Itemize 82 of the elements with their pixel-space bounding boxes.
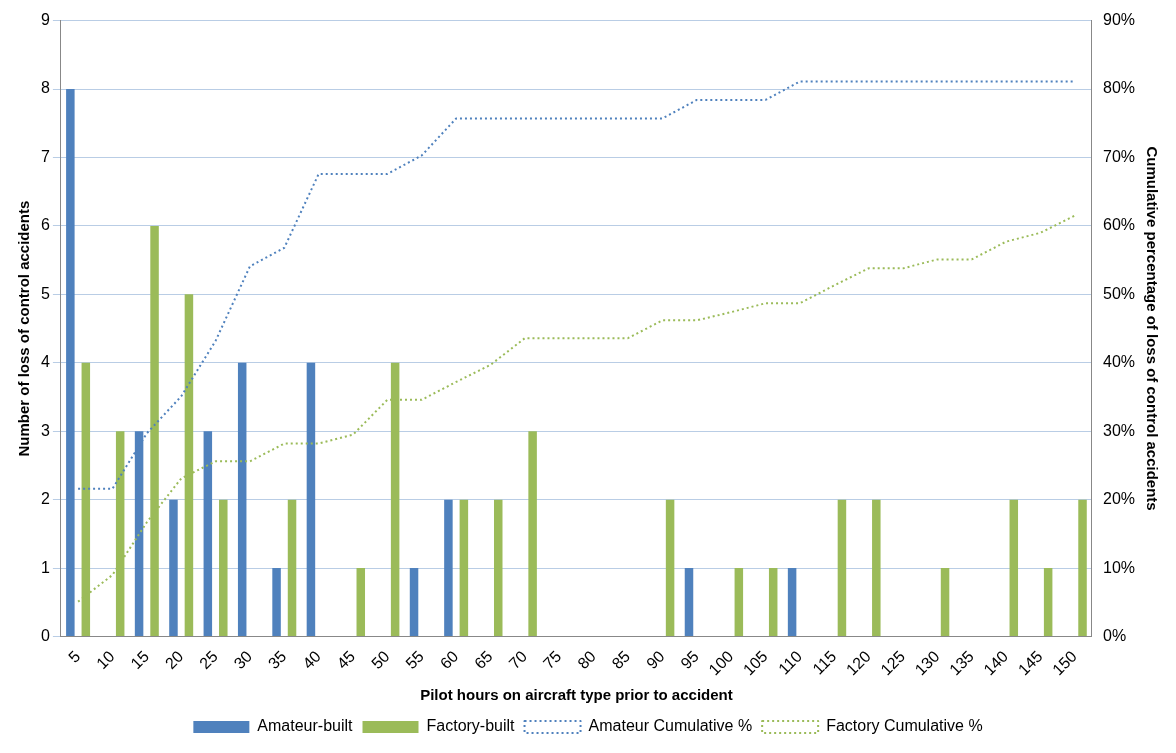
y-tick-label: 5 [40, 284, 50, 302]
x-tick-label: 25 [196, 647, 221, 673]
y2-tick-label: 80% [1102, 79, 1136, 97]
bar [940, 568, 950, 637]
bar [768, 568, 778, 637]
y-tick-label: 7 [40, 147, 50, 165]
bar [237, 362, 247, 637]
x-tick-label: 45 [333, 647, 359, 673]
y-tick-label: 9 [40, 11, 50, 29]
y-tick-label: 0 [40, 626, 50, 644]
x-tick-label: 50 [368, 647, 393, 673]
x-tick-label: 20 [161, 647, 187, 673]
y-tick-label: 2 [40, 490, 50, 508]
bar [837, 499, 847, 637]
legend-label: Factory-built [426, 717, 516, 735]
x-tick-label: 115 [809, 647, 840, 678]
bar [287, 499, 297, 637]
x-tick-label: 145 [1014, 647, 1046, 679]
y2-tick-label: 10% [1102, 558, 1136, 576]
bar [1009, 499, 1019, 637]
x-tick-label: 65 [471, 647, 496, 673]
bar [459, 499, 469, 637]
x-tick-label: 35 [264, 647, 290, 673]
y-axis-title: Number of loss of control accidents [15, 200, 33, 457]
x-tick-label: 130 [911, 647, 943, 679]
bar [665, 499, 675, 637]
x-tick-label: 55 [402, 647, 428, 673]
x-tick-label: 140 [980, 647, 1012, 679]
x-tick-label: 75 [539, 647, 565, 673]
bar [203, 431, 213, 637]
x-tick-label: 5 [65, 647, 84, 666]
x-tick-label: 150 [1049, 647, 1081, 679]
bar [493, 499, 503, 637]
bar [66, 89, 75, 637]
y2-axis-title: Cumulative percentage of loss of control accidents [1143, 146, 1161, 511]
legend-label: Factory Cumulative % [826, 717, 983, 735]
y-tick-label: 3 [40, 421, 50, 439]
y-tick-label: 4 [40, 353, 50, 371]
legend-label: Amateur Cumulative % [588, 717, 753, 735]
x-tick-label: 85 [608, 647, 634, 673]
x-tick-label: 135 [946, 647, 977, 679]
bar [444, 499, 453, 637]
y2-tick-label: 20% [1102, 490, 1136, 508]
y2-tick-label: 60% [1102, 216, 1136, 234]
y-tick-label: 8 [40, 79, 50, 97]
legend-label: Amateur-built [257, 717, 354, 735]
x-axis-title: Pilot hours on aircraft type prior to accident [420, 686, 733, 704]
x-tick-label: 95 [677, 647, 703, 673]
x-tick-label: 40 [299, 647, 324, 673]
x-tick-label: 70 [505, 647, 531, 673]
bar [409, 568, 419, 637]
y2-tick-label: 50% [1102, 284, 1136, 302]
y2-tick-label: 30% [1102, 421, 1136, 439]
x-tick-label: 60 [436, 647, 462, 673]
y-tick-label: 6 [40, 216, 50, 234]
bar [1078, 499, 1087, 637]
y2-tick-label: 70% [1102, 147, 1136, 165]
x-tick-label: 15 [127, 647, 153, 673]
bar [272, 568, 281, 637]
x-tick-label: 10 [93, 647, 118, 673]
x-tick-label: 120 [842, 647, 874, 679]
bar [872, 499, 881, 637]
bar [684, 568, 694, 637]
x-tick-label: 110 [775, 647, 806, 678]
y2-tick-label: 90% [1102, 11, 1136, 29]
x-tick-label: 125 [877, 647, 909, 679]
x-tick-label: 100 [705, 647, 737, 679]
bar [1043, 568, 1053, 637]
bar [734, 568, 744, 637]
y-tick-label: 1 [40, 558, 50, 576]
x-tick-label: 90 [642, 647, 668, 673]
x-tick-label: 105 [739, 647, 771, 679]
bar [219, 499, 228, 637]
bar [356, 568, 366, 637]
bar [528, 431, 537, 637]
x-tick-label: 80 [574, 647, 599, 673]
x-tick-label: 30 [230, 647, 256, 673]
bar [787, 568, 797, 637]
y2-tick-label: 0% [1102, 626, 1127, 644]
y2-tick-label: 40% [1102, 353, 1136, 371]
bar [306, 362, 316, 637]
bar [169, 499, 178, 637]
